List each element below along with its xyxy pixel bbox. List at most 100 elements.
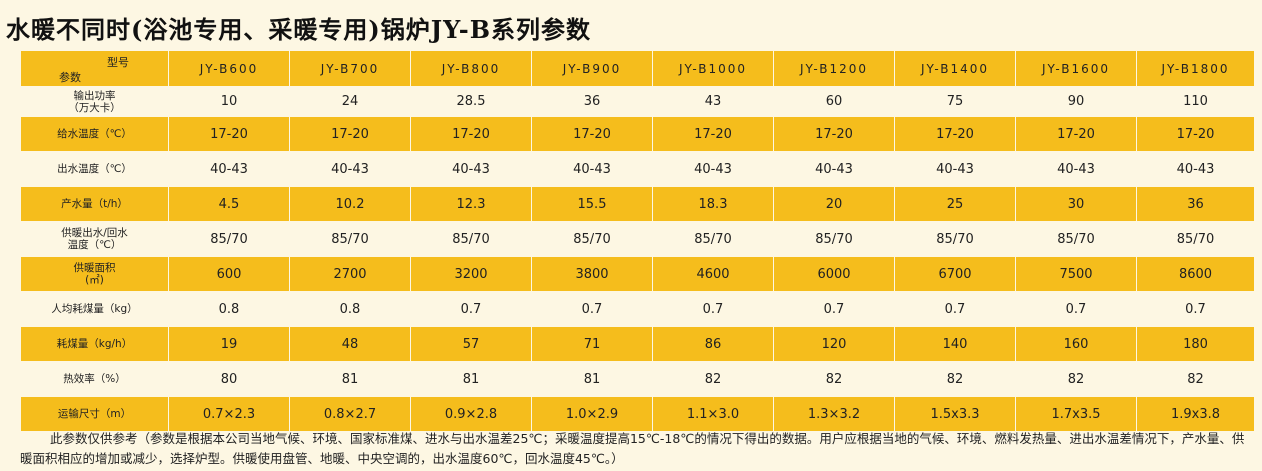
table-cell: 17-20 (531, 116, 653, 152)
table-cell: 0.7 (1015, 291, 1137, 327)
table-cell: 17-20 (1015, 116, 1137, 152)
table-cell: 28.5 (410, 86, 532, 117)
table-cell: 17-20 (168, 116, 290, 152)
model-header-cell: JY-B1000 (652, 50, 774, 87)
table-cell: 10 (168, 86, 290, 117)
row-label: 供暖面积 (㎡) (20, 256, 169, 292)
table-cell: 40-43 (773, 151, 895, 187)
table-cell: 6700 (894, 256, 1016, 292)
table-cell: 48 (289, 326, 411, 362)
table-cell: 1.3×3.2 (773, 396, 895, 432)
model-header-cell: JY-B1600 (1015, 50, 1137, 87)
model-header-cell: JY-B800 (410, 50, 532, 87)
table-cell: 81 (531, 361, 653, 397)
table-cell: 36 (531, 86, 653, 117)
table-cell: 60 (773, 86, 895, 117)
table-cell: 0.7 (1136, 291, 1255, 327)
table-cell: 85/70 (773, 221, 895, 257)
table-row: 出水温度（℃） 40-43 40-43 40-43 40-43 40-43 40-43 40-… (20, 151, 1255, 187)
row-label: 运输尺寸（m） (20, 396, 169, 432)
parameter-table: 参数 型号 JY-B600 JY-B700 JY-B800 JY-B900 JY-B10… (20, 50, 1255, 432)
table-cell: 75 (894, 86, 1016, 117)
table-row: 供暖面积 (㎡) 600 2700 3200 3800 4600 6000 6700 7500 86… (20, 256, 1255, 292)
table-cell: 85/70 (1136, 221, 1255, 257)
table-cell: 4600 (652, 256, 774, 292)
table-cell: 20 (773, 186, 895, 222)
table-row: 给水温度（℃） 17-20 17-20 17-20 17-20 17-20 17-20 17-… (20, 116, 1255, 152)
table-cell: 0.8×2.7 (289, 396, 411, 432)
table-cell: 0.7 (410, 291, 532, 327)
table-cell: 2700 (289, 256, 411, 292)
row-label: 产水量（t/h） (20, 186, 169, 222)
table-cell: 6000 (773, 256, 895, 292)
table-cell: 0.7 (773, 291, 895, 327)
table-cell: 120 (773, 326, 895, 362)
table-cell: 40-43 (410, 151, 532, 187)
table-cell: 10.2 (289, 186, 411, 222)
table-cell: 24 (289, 86, 411, 117)
table-row: 输出功率 （万大卡） 10 24 28.5 36 43 60 75 90 110 (20, 86, 1255, 117)
row-label: 热效率（%） (20, 361, 169, 397)
table-cell: 0.7×2.3 (168, 396, 290, 432)
model-header-cell: JY-B1400 (894, 50, 1016, 87)
table-cell: 19 (168, 326, 290, 362)
table-cell: 85/70 (289, 221, 411, 257)
model-header-cell: JY-B900 (531, 50, 653, 87)
table-cell: 85/70 (652, 221, 774, 257)
table-cell: 82 (773, 361, 895, 397)
row-label: 供暖出水/回水 温度（℃） (20, 221, 169, 257)
table-cell: 85/70 (1015, 221, 1137, 257)
model-header-label: 型号 (107, 56, 129, 69)
table-cell: 40-43 (652, 151, 774, 187)
table-cell: 85/70 (894, 221, 1016, 257)
page-title: 水暖不同时(浴池专用、采暖专用)锅炉JY-B系列参数 (6, 15, 592, 44)
table-cell: 12.3 (410, 186, 532, 222)
table-cell: 3200 (410, 256, 532, 292)
table-cell: 30 (1015, 186, 1137, 222)
table-cell: 40-43 (289, 151, 411, 187)
table-cell: 82 (1015, 361, 1137, 397)
table-cell: 600 (168, 256, 290, 292)
table-cell: 25 (894, 186, 1016, 222)
table-cell: 36 (1136, 186, 1255, 222)
table-cell: 17-20 (289, 116, 411, 152)
row-label: 人均耗煤量（kg） (20, 291, 169, 327)
table-cell: 90 (1015, 86, 1137, 117)
table-row: 耗煤量（kg/h） 19 48 57 71 86 120 140 160 180 (20, 326, 1255, 362)
model-header-cell: JY-B1200 (773, 50, 895, 87)
table-cell: 85/70 (531, 221, 653, 257)
table-cell: 15.5 (531, 186, 653, 222)
table-cell: 1.5x3.3 (894, 396, 1016, 432)
table-cell: 85/70 (410, 221, 532, 257)
table-cell: 82 (894, 361, 1016, 397)
table-cell: 82 (1136, 361, 1255, 397)
table-cell: 1.0×2.9 (531, 396, 653, 432)
table-cell: 0.7 (531, 291, 653, 327)
table-cell: 40-43 (1136, 151, 1255, 187)
table-cell: 0.8 (289, 291, 411, 327)
table-cell: 3800 (531, 256, 653, 292)
table-cell: 140 (894, 326, 1016, 362)
header-row: 参数 型号 JY-B600 JY-B700 JY-B800 JY-B900 JY-B10… (20, 50, 1255, 87)
table-cell: 17-20 (773, 116, 895, 152)
table-cell: 57 (410, 326, 532, 362)
table-cell: 85/70 (168, 221, 290, 257)
table-cell: 7500 (1015, 256, 1137, 292)
table-cell: 1.7x3.5 (1015, 396, 1137, 432)
table-cell: 17-20 (652, 116, 774, 152)
row-label: 输出功率 （万大卡） (20, 86, 169, 117)
table-cell: 8600 (1136, 256, 1255, 292)
table-row: 供暖出水/回水 温度（℃） 85/70 85/70 85/70 85/70 85/70 85/… (20, 221, 1255, 257)
table-cell: 40-43 (531, 151, 653, 187)
model-header-cell: JY-B1800 (1136, 50, 1255, 87)
table-cell: 81 (289, 361, 411, 397)
table-row: 运输尺寸（m） 0.7×2.3 0.8×2.7 0.9×2.8 1.0×2.9 1.1×3… (20, 396, 1255, 432)
param-header-label: 参数 (59, 71, 81, 84)
table-cell: 0.8 (168, 291, 290, 327)
table-cell: 17-20 (1136, 116, 1255, 152)
table-cell: 1.1×3.0 (652, 396, 774, 432)
model-header-cell: JY-B600 (168, 50, 290, 87)
footnote: 此参数仅供参考（参数是根据本公司当地气候、环境、国家标准煤、进水与出水温差25℃… (20, 431, 1245, 466)
row-label: 给水温度（℃） (20, 116, 169, 152)
table-cell: 17-20 (410, 116, 532, 152)
